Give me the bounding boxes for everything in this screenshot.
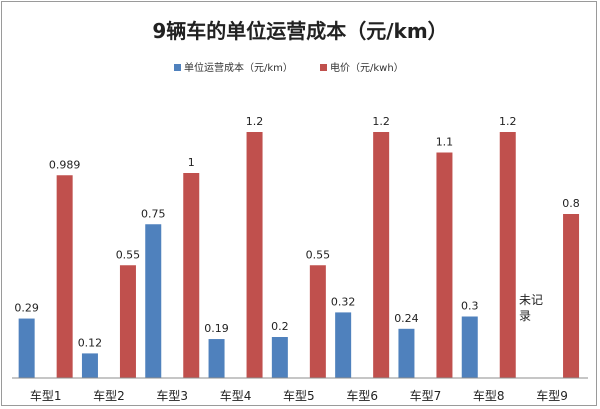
bar-2-4: [246, 132, 263, 378]
bar-2-6: [373, 132, 390, 378]
data-label-2-5: 0.55: [306, 248, 331, 261]
data-label-1-5: 0.2: [271, 320, 289, 333]
bar-1-4: [208, 339, 225, 378]
bar-2-9: [563, 214, 580, 378]
bar-1-2: [81, 353, 98, 378]
data-label-1-7: 0.24: [394, 312, 419, 325]
data-label-2-3: 1: [188, 156, 195, 169]
bars-group: [18, 132, 580, 378]
x-tick-label-8: 车型8: [473, 388, 505, 403]
x-tick-label-1: 车型1: [30, 388, 62, 403]
x-tick-label-2: 车型2: [93, 388, 125, 403]
legend: 单位运营成本（元/km） 电价（元/kwh）: [174, 61, 404, 74]
legend-label-1: 单位运营成本（元/km）: [184, 61, 293, 74]
bar-1-3: [145, 224, 162, 378]
data-label-1-4: 0.19: [204, 322, 229, 335]
bar-1-5: [271, 337, 288, 378]
value-labels-group: 0.29 0.989 0.12 0.55 0.75 1 0.19 1.2 0.2 0.55 0.32…: [14, 115, 579, 349]
data-label-2-6: 1.2: [372, 115, 390, 128]
data-label-1-2: 0.12: [78, 336, 103, 349]
data-label-1-8: 0.3: [461, 300, 479, 313]
x-tick-label-4: 车型4: [220, 388, 252, 403]
x-tick-labels-group: 车型1 车型2 车型3 车型4 车型5 车型6 车型7 车型8 车型9: [30, 388, 568, 403]
data-label-1-3: 0.75: [141, 207, 166, 220]
data-label-1-1: 0.29: [14, 302, 39, 315]
data-label-2-8: 1.2: [499, 115, 517, 128]
data-label-2-2: 0.55: [116, 248, 141, 261]
legend-swatch-2: [320, 64, 327, 71]
missing-data-label-1-9: 未记录: [519, 293, 543, 323]
bar-2-7: [436, 152, 453, 378]
bar-2-1: [56, 175, 73, 378]
data-label-2-4: 1.2: [246, 115, 264, 128]
x-tick-label-7: 车型7: [410, 388, 442, 403]
data-label-1-6: 0.32: [331, 295, 356, 308]
x-tick-label-9: 车型9: [536, 388, 568, 403]
x-tick-label-5: 车型5: [283, 388, 315, 403]
bar-2-5: [309, 265, 326, 378]
x-tick-label-6: 车型6: [346, 388, 378, 403]
bar-1-1: [18, 318, 35, 378]
chart-title: 9辆车的单位运营成本（元/km）: [152, 19, 447, 43]
bar-2-8: [499, 132, 516, 378]
data-label-2-1: 0.989: [49, 158, 81, 171]
legend-swatch-1: [174, 64, 181, 71]
bar-2-2: [119, 265, 136, 378]
data-label-2-7: 1.1: [436, 136, 454, 149]
legend-label-2: 电价（元/kwh）: [330, 61, 404, 74]
data-label-2-9: 0.8: [562, 197, 580, 210]
bar-1-7: [398, 328, 415, 378]
bar-2-3: [183, 173, 200, 378]
x-tick-label-3: 车型3: [156, 388, 188, 403]
bar-1-6: [335, 312, 352, 378]
bar-1-8: [461, 316, 478, 378]
